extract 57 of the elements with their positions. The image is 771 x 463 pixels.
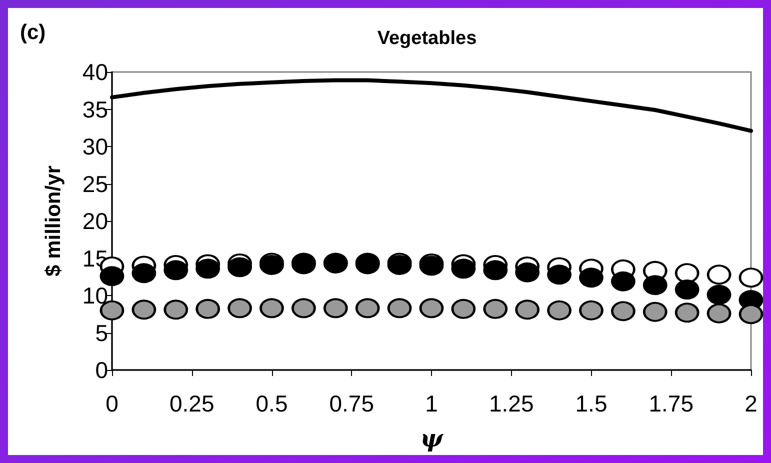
- point: [196, 298, 220, 320]
- point: [260, 298, 284, 318]
- point: [292, 298, 316, 318]
- y-tick-label: 35: [82, 96, 108, 122]
- point: [324, 298, 348, 318]
- point: [738, 304, 763, 324]
- point: [451, 258, 476, 279]
- point: [419, 298, 444, 318]
- x-axis-title: ψ: [420, 424, 444, 452]
- point: [132, 300, 156, 320]
- y-tick-label: 10: [82, 282, 108, 308]
- point: [228, 298, 252, 318]
- point: [100, 266, 124, 286]
- point: [675, 302, 700, 323]
- point: [451, 298, 476, 320]
- point: [515, 300, 540, 320]
- point: [164, 260, 188, 280]
- x-tick-label: 1.25: [488, 390, 534, 416]
- point: [675, 263, 700, 284]
- point: [643, 274, 668, 296]
- point: [675, 279, 700, 300]
- y-tick-label: 40: [82, 59, 108, 85]
- y-axis-title: $ million/yr: [42, 166, 65, 276]
- point: [483, 260, 508, 280]
- y-tick-label: 25: [82, 170, 108, 197]
- point: [387, 298, 412, 318]
- point: [547, 264, 572, 285]
- point: [356, 298, 380, 318]
- point: [483, 298, 508, 320]
- point: [515, 262, 540, 282]
- x-tick-label: 0.25: [169, 390, 214, 416]
- y-tick-label: 20: [82, 208, 108, 234]
- point: [738, 268, 763, 288]
- point: [706, 264, 732, 285]
- x-tick-label: 0.75: [329, 390, 374, 416]
- x-tick-label: 2: [744, 390, 758, 416]
- x-tick-label: 1.75: [648, 390, 694, 416]
- y-tick-label: 0: [95, 357, 108, 383]
- y-tick-label: 5: [95, 320, 108, 346]
- point: [164, 300, 188, 320]
- point: [706, 284, 732, 305]
- point: [611, 271, 636, 292]
- point: [579, 300, 604, 320]
- point: [132, 263, 156, 284]
- point: [706, 303, 732, 324]
- text: (c): [20, 21, 46, 44]
- point: [579, 268, 604, 288]
- point: [196, 258, 220, 279]
- point: [643, 302, 668, 322]
- chart-title: Vegetables: [377, 28, 477, 49]
- x-tick-label: 1.5: [575, 390, 608, 416]
- point: [611, 301, 636, 322]
- y-tick-label: 30: [82, 134, 108, 160]
- x-tick-label: 1: [425, 390, 438, 416]
- point: [228, 257, 252, 278]
- point: [547, 300, 572, 320]
- x-tick-label: 0.5: [256, 390, 288, 416]
